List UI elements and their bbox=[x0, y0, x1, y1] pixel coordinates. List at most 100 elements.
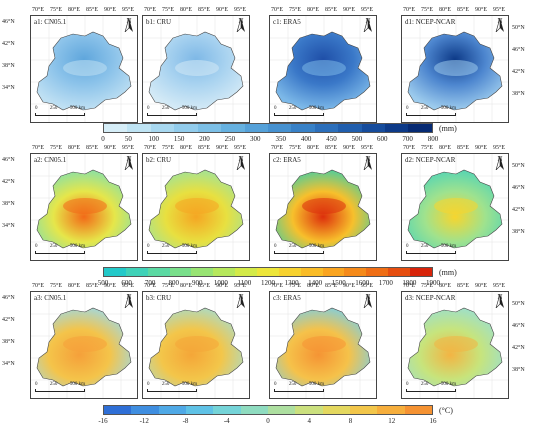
color-bar-step bbox=[150, 124, 175, 132]
map-svg bbox=[143, 292, 249, 398]
longitude-label: 85°E bbox=[325, 145, 338, 151]
longitude-label: 95°E bbox=[493, 7, 506, 13]
north-arrow-icon: N bbox=[124, 294, 134, 316]
longitude-label: 75°E bbox=[289, 145, 302, 151]
map-svg bbox=[270, 154, 376, 260]
longitude-label: 90°E bbox=[104, 7, 117, 13]
longitude-label: 90°E bbox=[343, 145, 356, 151]
color-bar-tick-label: 250 bbox=[224, 135, 236, 143]
color-bar-tick-label: 1600 bbox=[355, 279, 370, 287]
map-svg bbox=[270, 292, 376, 398]
longitude-label: 80°E bbox=[180, 145, 193, 151]
longitude-label: 70°E bbox=[271, 283, 284, 289]
panel-label: b2: CRU bbox=[146, 156, 172, 164]
north-arrow-icon: N bbox=[236, 156, 246, 178]
latitude-label: 38°N bbox=[2, 339, 15, 345]
color-bar-tick-label: 500 bbox=[351, 135, 363, 143]
longitude-label: 90°E bbox=[475, 145, 488, 151]
longitude-label: 90°E bbox=[475, 7, 488, 13]
color-bar-step bbox=[127, 124, 151, 132]
color-bar-tick-label: -16 bbox=[98, 417, 108, 425]
color-bar-step bbox=[349, 406, 378, 414]
panel-label: d3: NCEP-NCAR bbox=[405, 294, 456, 302]
scale-bar: 0 250 500 km bbox=[35, 244, 85, 256]
latitude-label: 42°N bbox=[512, 345, 525, 351]
scale-bar: 0 250 500 km bbox=[147, 382, 197, 394]
latitude-label: 46°N bbox=[512, 47, 525, 53]
map-svg bbox=[31, 292, 137, 398]
panel-label: a2: CN05.1 bbox=[34, 156, 67, 164]
longitude-label: 75°E bbox=[162, 145, 175, 151]
color-bar-step bbox=[235, 268, 258, 276]
longitude-label: 80°E bbox=[68, 145, 81, 151]
map-svg bbox=[31, 16, 137, 122]
longitude-label: 80°E bbox=[307, 7, 320, 13]
latitude-label: 50°N bbox=[512, 163, 525, 169]
latitude-label: 38°N bbox=[512, 229, 525, 235]
north-arrow-icon: N bbox=[495, 156, 505, 178]
color-bar-tick-label: 1400 bbox=[308, 279, 323, 287]
latitude-label: 46°N bbox=[512, 323, 525, 329]
map-svg bbox=[31, 154, 137, 260]
north-arrow-icon: N bbox=[495, 18, 505, 40]
longitude-label: 80°E bbox=[439, 145, 452, 151]
color-bar-step bbox=[104, 268, 126, 276]
panel-label: a1: CN05.1 bbox=[34, 18, 67, 26]
longitude-label: 80°E bbox=[439, 283, 452, 289]
color-bar-tick-label: 1500 bbox=[331, 279, 346, 287]
longitude-label: 75°E bbox=[50, 283, 63, 289]
longitude-label: 95°E bbox=[234, 145, 247, 151]
longitude-label: 90°E bbox=[216, 283, 229, 289]
longitude-label: 95°E bbox=[361, 283, 374, 289]
color-bar-unit: (°C) bbox=[439, 406, 453, 415]
color-bar-tick-label: 1900 bbox=[426, 279, 440, 287]
color-bar-tick-label: 16 bbox=[429, 417, 437, 425]
color-bar-tick-label: 800 bbox=[168, 279, 179, 287]
latitude-label: 34°N bbox=[2, 361, 15, 367]
scale-bar: 0 250 500 km bbox=[274, 382, 324, 394]
color-bar-step bbox=[244, 124, 268, 132]
color-bar-tick-label: 4 bbox=[307, 417, 312, 425]
color-bar-step bbox=[278, 268, 301, 276]
north-arrow-icon: N bbox=[495, 294, 505, 316]
color-bar-step bbox=[147, 268, 170, 276]
north-arrow-icon: N bbox=[124, 156, 134, 178]
latitude-label: 38°N bbox=[512, 367, 525, 373]
color-bar-tick-label: 0 bbox=[266, 417, 270, 425]
color-bar-tick-label: -8 bbox=[182, 417, 189, 425]
color-bar-tick-label: 1700 bbox=[378, 279, 393, 287]
map-svg bbox=[270, 16, 376, 122]
scale-bar: 0 250 500 km bbox=[35, 106, 85, 118]
longitude-label: 75°E bbox=[162, 283, 175, 289]
map-svg bbox=[402, 16, 508, 122]
longitude-label: 90°E bbox=[104, 145, 117, 151]
longitude-label: 70°E bbox=[271, 7, 284, 13]
latitude-label: 46°N bbox=[512, 185, 525, 191]
longitude-label: 75°E bbox=[289, 283, 302, 289]
color-bar-tick-label: 700 bbox=[144, 279, 156, 287]
color-bar-tick-label: 900 bbox=[192, 279, 203, 287]
scale-bar: 0 250 500 km bbox=[406, 106, 456, 118]
longitude-label: 75°E bbox=[421, 7, 434, 13]
color-bar-step bbox=[191, 268, 214, 276]
longitude-label: 75°E bbox=[421, 283, 434, 289]
color-bar-step bbox=[104, 406, 132, 414]
color-bar-tick-label: -12 bbox=[139, 417, 149, 425]
color-bar-tick-label: 200 bbox=[199, 135, 210, 143]
color-bar-step bbox=[174, 124, 198, 132]
color-bar-step bbox=[377, 406, 405, 414]
color-bar-step bbox=[314, 124, 339, 132]
color-bar-tick-label: -4 bbox=[223, 417, 230, 425]
color-bar-tick-label: 8 bbox=[348, 417, 353, 425]
color-bar-step bbox=[388, 268, 411, 276]
color-bar-unit: (mm) bbox=[439, 268, 457, 277]
longitude-label: 70°E bbox=[32, 145, 45, 151]
scale-bar: 0 250 500 km bbox=[147, 106, 197, 118]
panel-label: c3: ERA5 bbox=[273, 294, 301, 302]
longitude-label: 95°E bbox=[122, 145, 135, 151]
